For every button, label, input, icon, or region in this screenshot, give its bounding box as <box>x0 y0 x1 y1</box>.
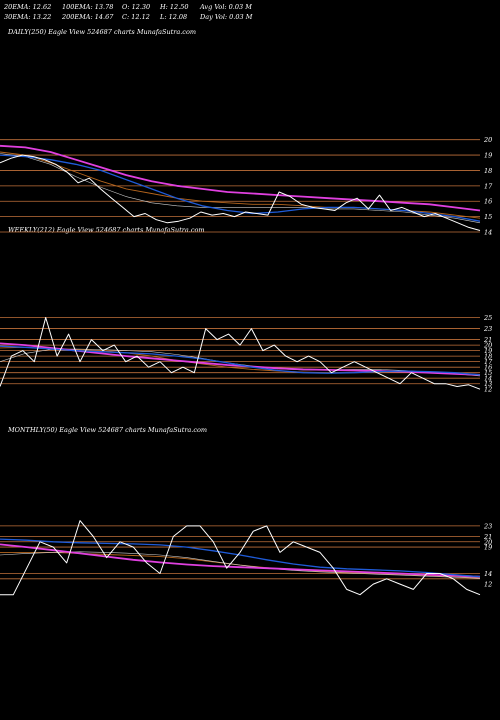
daily-ema-blue-line <box>0 154 481 222</box>
daily-price-line <box>0 154 481 231</box>
monthly-price-line <box>0 520 481 596</box>
weekly-y-tick-label: 13 <box>484 380 492 388</box>
weekly-y-tick-label: 20 <box>483 342 492 350</box>
weekly-y-tick-label: 16 <box>484 364 492 372</box>
header-ema200: 200EMA: 14.67 <box>62 13 114 21</box>
header-avg-vol: Avg Vol: 0.03 M <box>200 3 252 11</box>
header-ema100: 100EMA: 13.78 <box>62 3 114 11</box>
header-ema20: 20EMA: 12.62 <box>4 3 52 11</box>
weekly-y-tick-label: 19 <box>484 347 492 355</box>
header-low: L: 12.08 <box>160 13 188 21</box>
weekly-ema-magenta-line <box>0 342 481 376</box>
header-open: O: 12.30 <box>122 3 151 11</box>
weekly-y-tick-label: 25 <box>483 314 492 322</box>
daily-y-tick-label: 15 <box>484 213 492 221</box>
monthly-ema-magenta-line <box>0 543 481 578</box>
daily-ema-magenta-line <box>0 144 481 212</box>
weekly-y-tick-label: 14 <box>484 375 492 383</box>
daily-y-tick-label: 19 <box>484 152 492 160</box>
header-close: C: 12.12 <box>122 13 150 21</box>
header-day-vol: Day Vol: 0.03 M <box>200 13 253 21</box>
weekly-price-line <box>0 317 481 390</box>
weekly-y-tick-label: 15 <box>484 369 492 377</box>
monthly-panel-title: MONTHLY(50) Eagle View 524687 charts Mun… <box>8 426 208 434</box>
header-high: H: 12.50 <box>160 3 189 11</box>
monthly-y-tick-label: 14 <box>484 570 492 578</box>
daily-y-tick-label: 14 <box>484 229 492 237</box>
weekly-y-tick-label: 12 <box>484 386 492 394</box>
monthly-ema-blue-line <box>0 538 481 578</box>
header-ema30: 30EMA: 13.22 <box>4 13 52 21</box>
daily-panel-title: DAILY(250) Eagle View 524687 charts Muna… <box>8 28 197 36</box>
monthly-y-tick-label: 12 <box>484 581 492 589</box>
daily-ema-brown-line <box>0 151 481 219</box>
daily-y-tick-label: 16 <box>484 198 492 206</box>
monthly-ema-white-line <box>0 551 481 579</box>
weekly-y-tick-label: 18 <box>484 353 492 361</box>
monthly-y-tick-label: 21 <box>483 533 492 541</box>
weekly-panel-title: WEEKLY(212) Eagle View 524687 charts Mun… <box>8 226 205 234</box>
monthly-y-tick-label: 23 <box>483 522 492 530</box>
daily-y-tick-label: 18 <box>484 167 492 175</box>
weekly-y-tick-label: 17 <box>484 358 493 366</box>
daily-y-tick-label: 17 <box>484 182 493 190</box>
weekly-y-tick-label: 21 <box>483 336 492 344</box>
weekly-y-tick-label: 23 <box>483 325 492 333</box>
monthly-y-tick-label: 19 <box>484 544 492 552</box>
monthly-y-tick-label: 20 <box>483 538 492 546</box>
daily-panel: 20 19 18 17 16 15 14 <box>0 136 493 237</box>
daily-ema-white-line <box>0 153 481 224</box>
daily-y-tick-label: 20 <box>483 136 492 144</box>
weekly-ema-blue-line <box>0 345 481 376</box>
